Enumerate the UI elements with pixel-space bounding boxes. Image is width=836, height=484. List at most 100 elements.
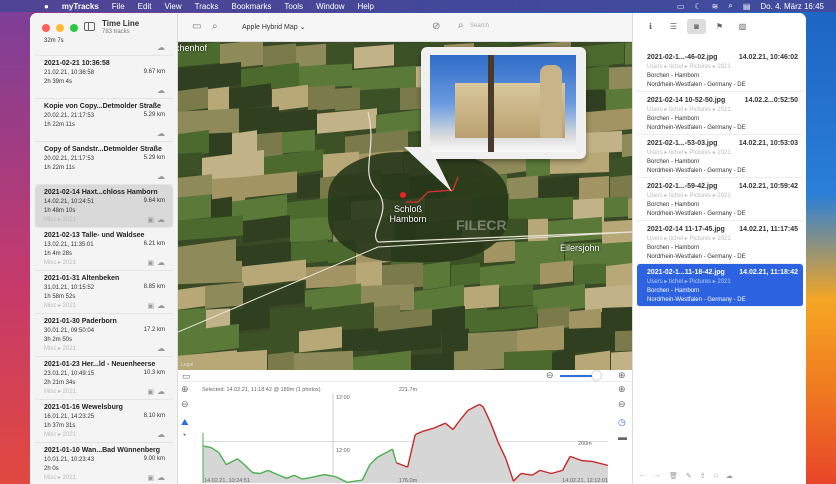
track-distance: 10.3 km: [143, 370, 165, 376]
cloud-icon: ☁: [157, 344, 165, 353]
edit-icon[interactable]: ✎: [685, 473, 692, 480]
list-item[interactable]: 2021-01-16 Wewelsburg 16.01.21, 14:23:25…: [35, 400, 173, 443]
forward-icon[interactable]: →: [654, 472, 661, 479]
menu-tracks[interactable]: Tracks: [194, 1, 219, 11]
menu-tools[interactable]: Tools: [284, 1, 304, 11]
photo-list-item[interactable]: 2021-02-1...-53-03.jpg 14.02.21, 10:53:03…: [637, 135, 803, 178]
tab-info-icon[interactable]: ℹ: [648, 22, 653, 31]
list-item[interactable]: Copy of Sandstr...Detmolder Straße 20.02…: [35, 142, 173, 185]
elevation-segment: [396, 462, 408, 468]
elevation-segment: [293, 474, 303, 480]
tag-icon[interactable]: ⌂: [713, 472, 718, 479]
list-item[interactable]: 2021-01-10 Wan...Bad Wünnenberg 10.01.21…: [35, 443, 173, 484]
list-item[interactable]: 2021-02-13 Talle- und Waldsee 13.02.21, …: [35, 228, 173, 271]
menu-file[interactable]: File: [111, 1, 125, 11]
elevation-segment: [551, 469, 563, 475]
cloud-icon[interactable]: ☁: [725, 473, 733, 480]
close-button[interactable]: [42, 24, 50, 32]
search-icon[interactable]: ⌕: [212, 21, 218, 32]
track-folder: Misc ▸ 2021: [44, 260, 77, 266]
track-folder: Misc ▸ 2021: [44, 475, 77, 481]
track-date: 21.02.21, 10:36:58: [44, 70, 95, 76]
photo-filename: 2021-02-1...-46-02.jpg: [647, 54, 718, 61]
elevation-icon[interactable]: ⛰: [181, 417, 189, 427]
minimize-button[interactable]: [56, 24, 64, 32]
photo-list-item[interactable]: 2021-02-14 10-52-50.jpg 14.02.2...0:52:50…: [637, 92, 803, 135]
map-label: Eilersjohn: [560, 243, 600, 253]
elevation-chart[interactable]: ⊕ ⊖ ⛰ ◔ ⊕ ⊖ ◷ ▬ Selected: 14.02.21, 11:1…: [178, 382, 632, 484]
track-distance: 9.00 km: [143, 456, 165, 462]
list-item[interactable]: 32m 7s ☁: [35, 34, 173, 56]
menu-app[interactable]: myTracks: [61, 1, 99, 11]
zoom-in-icon[interactable]: ⊕: [181, 384, 189, 394]
track-date: 10.01.21, 10:23:43: [44, 457, 95, 463]
tab-list-icon[interactable]: ☰: [669, 22, 678, 31]
elevation-segment: [512, 472, 522, 482]
compass-icon[interactable]: ⊘: [432, 21, 441, 32]
control-center-icon[interactable]: ▤: [742, 1, 751, 11]
menu-help[interactable]: Help: [357, 1, 374, 11]
zoom-in-icon[interactable]: ⊕: [618, 370, 626, 380]
speed-icon[interactable]: ◔: [181, 430, 187, 440]
wifi-icon[interactable]: ≋: [711, 1, 719, 11]
track-folder: Misc ▸ 2021: [44, 217, 77, 223]
chart-canvas: Selected: 14.02.21, 11:18:42 @ 189m (1 p…: [202, 387, 609, 484]
photo-list-item[interactable]: 2021-02-14 11-17-45.jpg 14.02.21, 11:17:4…: [637, 221, 803, 264]
clock-icon[interactable]: ◷: [618, 417, 626, 427]
photo-time: 14.02.21, 10:46:02: [738, 54, 798, 61]
elevation-segment: [592, 460, 609, 467]
inspector-panel: ℹ ☰ ◙ ⚑ ▨ 2021-02-1...-46-02.jpg 14.02.21, 10…: [632, 13, 806, 484]
apple-icon[interactable]: ●: [44, 1, 49, 11]
battery-icon[interactable]: ▭: [676, 1, 685, 11]
list-item[interactable]: 2021-02-14 Haxt...chloss Hamborn 14.02.2…: [35, 185, 173, 228]
menu-bar: ● myTracks File Edit View Tracks Bookmar…: [0, 0, 836, 12]
zoom-button[interactable]: [70, 24, 78, 32]
elevation-segment: [467, 403, 480, 411]
map-view[interactable]: uchenhof Schloß Hamborn Eilersjohn FILEC…: [178, 42, 632, 370]
zoom-slider-handle[interactable]: [592, 371, 601, 380]
photo-list-item[interactable]: 2021-02-1...11-18-42.jpg 14.02.21, 11:18:…: [637, 264, 803, 307]
legal-link[interactable]: Legal: [181, 362, 194, 368]
map-label: Schloß Hamborn: [389, 204, 427, 224]
zoom-out-icon[interactable]: ⊖: [618, 399, 626, 409]
zoom-out-icon[interactable]: ⊖: [181, 399, 189, 409]
x-start-label: 14.02.21, 10:24:51: [204, 478, 250, 484]
zoom-slider[interactable]: [560, 375, 600, 377]
list-item[interactable]: 2021-01-23 Her...ld - Neuenheerse 23.01.…: [35, 357, 173, 400]
search-input[interactable]: Search: [454, 20, 624, 35]
elevation-segment: [244, 464, 254, 474]
list-item[interactable]: Kopie von Copy...Detmolder Straße 20.02.…: [35, 99, 173, 142]
track-name: 2021-02-14 Haxt...chloss Hamborn: [44, 189, 158, 196]
tab-camera-icon[interactable]: ◙: [687, 19, 706, 34]
menu-bookmarks[interactable]: Bookmarks: [231, 1, 272, 11]
layout-icon[interactable]: ▭: [182, 371, 191, 381]
menu-edit[interactable]: Edit: [137, 1, 152, 11]
list-item[interactable]: 2021-01-31 Altenbeken 31.01.21, 10:15:52…: [35, 271, 173, 314]
share-icon[interactable]: ⇪: [699, 473, 706, 480]
zoom-in-icon[interactable]: ⊕: [618, 384, 626, 394]
cloud-icon: ☁: [157, 215, 165, 224]
tab-photos-icon[interactable]: ▨: [738, 22, 747, 31]
list-item[interactable]: 2021-02-21 10:36:58 21.02.21, 10:36:58 9…: [35, 56, 173, 99]
trash-icon[interactable]: 🗑: [669, 473, 678, 480]
menu-view[interactable]: View: [164, 1, 182, 11]
ruler-icon[interactable]: ▬: [618, 432, 627, 442]
cloud-icon: ☁: [157, 43, 165, 52]
folder-icon[interactable]: ▭: [192, 21, 202, 32]
zoom-out-icon[interactable]: ⊖: [546, 370, 554, 380]
tab-flag-icon[interactable]: ⚑: [715, 22, 724, 31]
list-item[interactable]: 2021-01-30 Paderborn 30.01.21, 09:50:04 …: [35, 314, 173, 357]
clock[interactable]: Do. 4. März 16:45: [760, 1, 824, 11]
photo-list-item[interactable]: 2021-02-1...-59-42.jpg 14.02.21, 10:59:42…: [637, 178, 803, 221]
moon-icon[interactable]: ☾: [694, 1, 702, 11]
photo-popup[interactable]: [421, 47, 586, 159]
photo-thumbnail[interactable]: [430, 55, 576, 152]
desktop-wallpaper: [806, 0, 836, 484]
map-type-select[interactable]: Apple Hybrid Map ⌄: [242, 24, 306, 31]
photo-list-item[interactable]: 2021-02-1...-46-02.jpg 14.02.21, 10:46:02…: [637, 49, 803, 92]
sidebar-toggle-icon[interactable]: [84, 22, 95, 31]
spotlight-icon[interactable]: ⌕: [728, 1, 733, 10]
photo-pin[interactable]: [400, 192, 406, 198]
back-icon[interactable]: ←: [639, 472, 646, 479]
menu-window[interactable]: Window: [316, 1, 345, 11]
